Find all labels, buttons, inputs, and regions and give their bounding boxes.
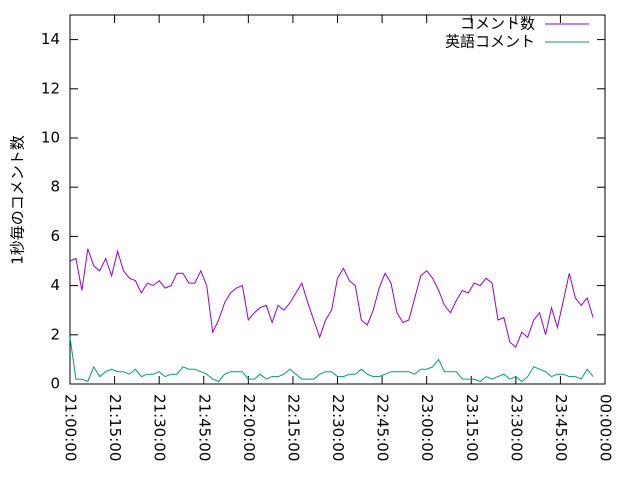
y-tick-label: 14 xyxy=(41,30,60,48)
x-tick-label: 22:00:00 xyxy=(240,394,258,461)
series-line xyxy=(69,337,594,383)
x-tick-label: 23:00:00 xyxy=(418,394,436,461)
y-axis-label: 1秒毎のコメント数 xyxy=(9,135,27,265)
x-tick-label: 21:00:00 xyxy=(62,394,80,461)
y-tick-label: 6 xyxy=(50,227,60,245)
x-tick-label: 22:45:00 xyxy=(374,394,392,461)
x-tick-label: 22:15:00 xyxy=(284,394,302,461)
x-tick-label: 23:15:00 xyxy=(463,394,481,461)
y-tick-label: 12 xyxy=(41,79,60,97)
y-tick-label: 2 xyxy=(50,325,60,343)
y-tick-label: 10 xyxy=(41,129,60,147)
x-tick-label: 00:00:00 xyxy=(597,394,615,461)
x-tick-label: 23:30:00 xyxy=(507,394,525,461)
x-tick-label: 23:45:00 xyxy=(552,394,570,461)
x-tick-label: 21:30:00 xyxy=(151,394,169,461)
y-tick-label: 0 xyxy=(50,375,60,393)
x-tick-label: 21:15:00 xyxy=(106,394,124,461)
y-tick-label: 8 xyxy=(50,178,60,196)
legend-label: コメント数 xyxy=(460,15,535,33)
x-tick-label: 22:30:00 xyxy=(329,394,347,461)
legend-label: 英語コメント xyxy=(445,33,535,51)
plot-frame xyxy=(69,14,606,385)
series-line xyxy=(69,248,594,348)
y-tick-label: 4 xyxy=(50,276,60,294)
x-tick-label: 21:45:00 xyxy=(195,394,213,461)
